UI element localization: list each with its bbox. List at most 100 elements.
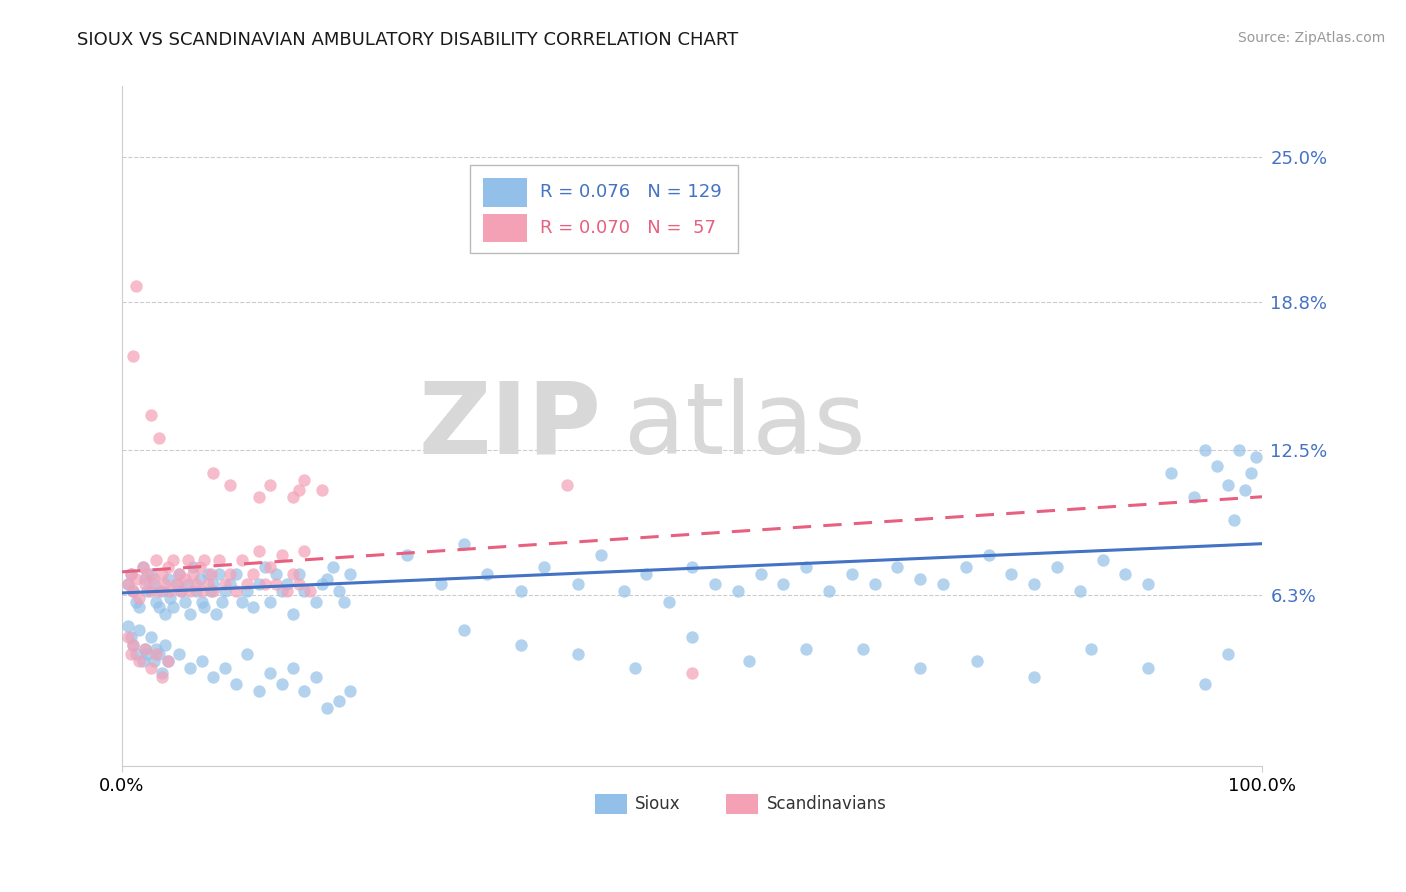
Point [179,661,201,675]
Point [136,567,159,582]
Point [162,553,184,567]
Text: Scandinavians: Scandinavians [768,795,887,813]
Point [155,607,177,621]
Point [863,576,886,591]
Bar [484,213,527,242]
Point [181,567,204,582]
Point [143,654,166,668]
Point [214,661,236,675]
Point [128,591,150,605]
Point [1216,647,1239,661]
Point [177,576,200,591]
Point [134,576,156,591]
Point [214,583,236,598]
Point [453,624,475,638]
Point [955,560,977,574]
Point [139,583,162,598]
Point [270,677,292,691]
Point [818,583,841,598]
Point [131,560,153,574]
Point [281,607,304,621]
Point [1024,670,1046,684]
Point [1137,661,1160,675]
Point [202,467,225,481]
Point [908,572,931,586]
Point [166,576,188,591]
Point [281,567,304,582]
Point [841,567,863,582]
Text: ZIP: ZIP [418,378,600,475]
Point [305,670,328,684]
Point [253,560,276,574]
Point [159,591,181,605]
Point [170,583,193,598]
Point [1046,560,1069,574]
Point [932,576,955,591]
Point [150,665,173,680]
Point [219,576,242,591]
Point [328,694,350,708]
Point [231,595,253,609]
Point [120,631,142,645]
Point [125,278,148,293]
Point [242,599,264,614]
Point [128,654,150,668]
Point [1227,442,1250,457]
Point [264,567,287,582]
Point [1216,478,1239,492]
Point [202,670,225,684]
Point [148,647,170,661]
Point [510,583,533,598]
Point [179,583,201,598]
Point [128,624,150,638]
Text: R = 0.070   N =  57: R = 0.070 N = 57 [540,219,717,236]
Point [219,478,242,492]
Point [117,576,139,591]
Point [186,583,208,598]
Point [150,567,173,582]
Point [197,576,219,591]
Point [204,607,226,621]
Point [148,599,170,614]
Point [453,537,475,551]
Point [1240,467,1263,481]
Point [294,543,316,558]
Point [242,567,264,582]
Point [225,583,247,598]
Point [200,583,222,598]
Bar [595,794,627,814]
Point [156,560,179,574]
Point [681,665,703,680]
Point [613,583,636,598]
Point [211,595,233,609]
Point [977,549,1000,563]
Point [624,661,647,675]
Point [294,583,316,598]
Point [186,576,208,591]
Point [219,567,242,582]
Point [134,642,156,657]
Point [136,583,159,598]
Point [225,567,247,582]
Point [738,654,761,668]
Point [276,576,298,591]
Point [1137,576,1160,591]
Point [555,478,578,492]
Text: Source: ZipAtlas.com: Source: ZipAtlas.com [1237,31,1385,45]
Point [139,631,162,645]
Point [193,599,215,614]
Point [191,583,214,598]
Point [150,670,173,684]
Point [703,576,725,591]
Point [294,684,316,698]
Point [125,572,148,586]
Point [475,567,498,582]
Point [200,567,222,582]
Point [749,567,772,582]
Point [122,638,145,652]
Point [636,567,658,582]
Point [117,576,139,591]
Point [125,647,148,661]
Point [247,490,270,504]
Point [430,576,453,591]
